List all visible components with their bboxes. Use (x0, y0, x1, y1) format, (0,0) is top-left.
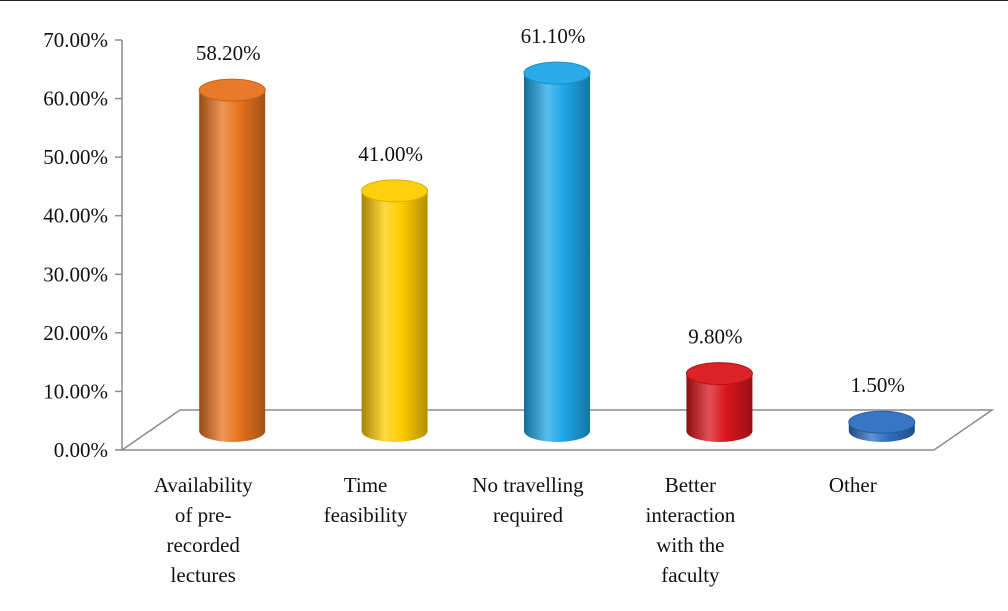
category-label: Better interaction with the faculty (646, 473, 736, 587)
data-label: 41.00% (358, 142, 423, 166)
bar-top-cap (523, 61, 591, 85)
y-tick-label: 40.00% (43, 204, 108, 228)
bar-body (361, 190, 428, 443)
category-labels: Availability of pre-recorded lectures Time f… (154, 473, 877, 587)
bar-top-cap (685, 362, 753, 386)
data-label: 61.10% (521, 24, 586, 48)
bar-top-cap (361, 179, 429, 203)
top-border-rule (0, 0, 1008, 1)
y-tick-label: 70.00% (43, 28, 108, 52)
bar-body (199, 90, 266, 442)
bar (848, 410, 916, 443)
y-tick-label: 10.00% (43, 379, 108, 403)
data-label: 9.80% (688, 325, 742, 349)
bar (685, 362, 753, 443)
y-axis: 0.00% 10.00% 20.00% 30.00% 40.00% 50.00% 60.00… (43, 28, 123, 462)
bar (198, 78, 266, 442)
category-label: Time feasibility (324, 473, 408, 527)
y-tick-label: 30.00% (43, 262, 108, 286)
y-tick-label: 20.00% (43, 321, 108, 345)
category-label: No travelling required (472, 473, 584, 527)
category-label: Availability of pre-recorded lectures (154, 473, 253, 587)
bar (523, 61, 591, 442)
y-tick-label: 60.00% (43, 87, 108, 111)
bars (198, 61, 916, 443)
bar-body (686, 373, 753, 443)
y-tick-label: 0.00% (54, 438, 108, 462)
y-tick-label: 50.00% (43, 145, 108, 169)
bar-body (524, 73, 590, 442)
data-labels: 58.20% 41.00% 61.10% 9.80% 1.50% (196, 24, 905, 397)
category-label: Other (829, 473, 877, 497)
bar-top-cap (198, 78, 266, 102)
bar (361, 179, 429, 443)
data-label: 1.50% (851, 373, 905, 397)
bar-top-cap (848, 410, 916, 434)
data-label: 58.20% (196, 41, 261, 65)
